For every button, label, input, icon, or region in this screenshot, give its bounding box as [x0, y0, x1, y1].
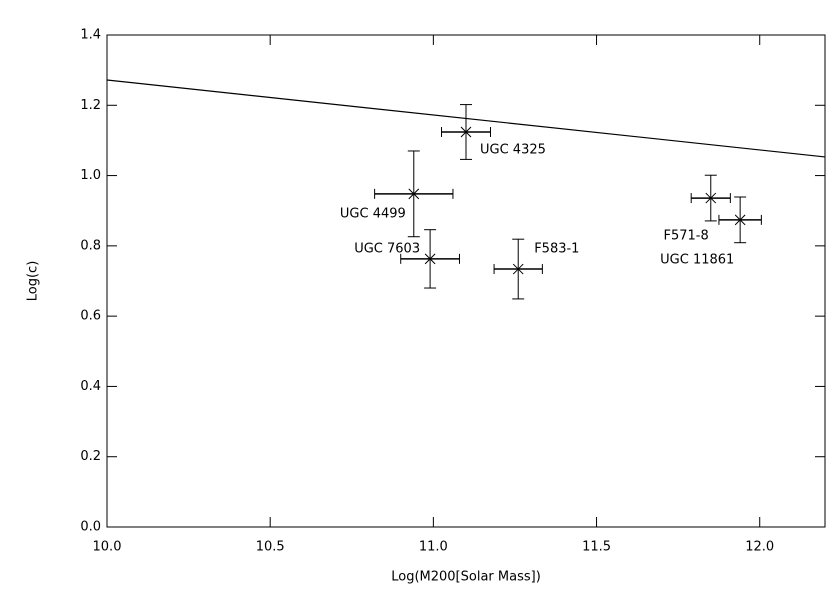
x-tick-label: 11.5	[582, 540, 611, 555]
point-label: UGC 7603	[354, 241, 420, 256]
point-label: UGC 4499	[340, 206, 406, 221]
point-marker	[424, 253, 436, 265]
x-tick-label: 11.0	[419, 540, 448, 555]
point-label: F571-8	[664, 229, 709, 244]
x-tick-label: 10.5	[256, 540, 285, 555]
point-marker	[734, 214, 746, 226]
y-axis-label: Log(c)	[26, 261, 41, 302]
x-tick-label: 12.0	[745, 540, 774, 555]
point-marker	[460, 126, 472, 138]
plot-frame	[106, 34, 826, 528]
y-tick-label: 0.8	[80, 238, 101, 253]
x-tick-label: 10.0	[93, 540, 122, 555]
point-marker	[408, 188, 420, 200]
y-tick-label: 0.6	[80, 309, 101, 324]
x-axis-label: Log(M200[Solar Mass])	[391, 570, 541, 585]
y-tick-label: 1.2	[80, 98, 101, 113]
point-marker	[705, 192, 717, 204]
y-tick-label: 0.0	[80, 520, 101, 535]
y-tick-label: 1.0	[80, 168, 101, 183]
y-tick-label: 1.4	[80, 28, 101, 43]
point-marker	[512, 263, 524, 275]
y-tick-label: 0.4	[80, 379, 101, 394]
point-label: UGC 11861	[660, 252, 734, 267]
y-tick-label: 0.2	[80, 449, 101, 464]
point-label: UGC 4325	[480, 142, 546, 157]
point-label: F583-1	[534, 242, 579, 257]
